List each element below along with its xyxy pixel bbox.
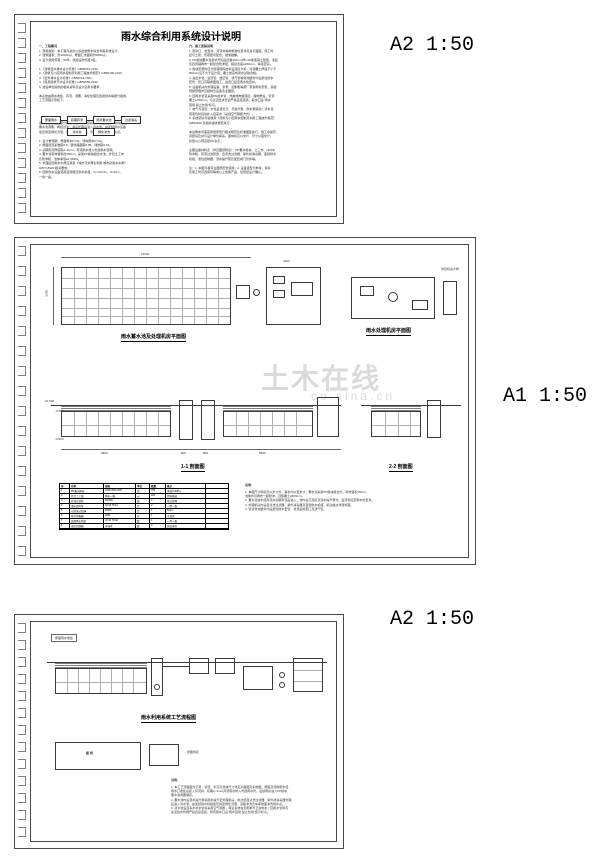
label-sheet1: A2 1:50 xyxy=(390,34,474,57)
section-pool-l xyxy=(61,411,171,437)
s3-notes: 1. 本工艺流程图为示意，管径、标高及具体尺寸详见平面图及系统图。屋面及场地雨水… xyxy=(171,785,331,814)
label-sheet2: A1 1:50 xyxy=(503,385,587,408)
s3-filter xyxy=(189,658,209,674)
s1-col1: 一、工程概况 1. 建筑类别：本工程为某办公综合楼雨水综合利用系统设计。2. 建… xyxy=(39,44,179,179)
dim-left xyxy=(53,267,54,325)
s3-clear xyxy=(243,666,273,690)
sec-dim-1: 6800 xyxy=(101,451,108,455)
sec-well-2 xyxy=(201,400,215,440)
ground-level: ±0.000 xyxy=(45,399,54,403)
room-label: 详见机房大样 xyxy=(441,267,459,271)
flow-b2: 初期弃流 xyxy=(67,116,87,124)
s2-note-head: 说明： xyxy=(245,483,254,487)
soil-l xyxy=(61,405,171,411)
sec-dim xyxy=(61,449,341,450)
flow-b6: 绿化冲洗 xyxy=(93,128,115,136)
dim-length: 14000 xyxy=(141,252,149,256)
pool-plan xyxy=(61,267,231,325)
sec-dim-2: 800 xyxy=(181,451,186,455)
section-pool-r xyxy=(223,411,313,437)
section2-well xyxy=(427,400,441,438)
dim-width: 5000 xyxy=(44,290,48,297)
pump-room-title: 雨水处理机房平面图 xyxy=(366,327,411,336)
label-sheet3: A2 1:50 xyxy=(390,608,474,631)
flow-b4: 过滤消毒 xyxy=(121,116,141,124)
binding-strip-2 xyxy=(18,241,26,561)
sheet-3-frame: 屋面雨水收集 雨水利用系统工艺流程图 xyxy=(14,614,344,849)
binding-strip-3 xyxy=(18,618,26,845)
depth-label: -3.500 xyxy=(55,437,64,441)
sec-dim-3: 800 xyxy=(203,451,208,455)
sheet-2-inner: 14000 4200 5000 雨水蓄水池及处理机房平面图 xyxy=(30,244,469,558)
s3-note-head: 说明： xyxy=(171,778,180,782)
s1-c2-body: 1. 雨水口、检查井、弃流井等构筑物位置详见总平面图，施工时 应与土建、景观密切… xyxy=(189,49,329,175)
s1-col2: 六、施工安装说明 1. 雨水口、检查井、弃流井等构筑物位置详见总平面图，施工时 … xyxy=(189,44,329,175)
plan-title: 雨水蓄水池及处理机房平面图 xyxy=(121,333,186,342)
section1-title: 1-1 剖面图 xyxy=(181,463,205,472)
pump-1 xyxy=(253,289,260,296)
soil-2 xyxy=(371,405,421,411)
sheet-1-frame: 雨水综合利用系统设计说明 一、工程概况 1. 建筑类别：本工程为某办公综合楼雨水… xyxy=(14,14,344,224)
pump-room-side xyxy=(443,281,457,315)
s3-pipe1 xyxy=(163,666,189,667)
sheet1-title: 雨水综合利用系统设计说明 xyxy=(121,28,241,43)
legend-title: 图 例 xyxy=(86,751,93,755)
section2-title: 2-2 剖面图 xyxy=(389,463,413,472)
s3-pump xyxy=(154,684,160,690)
legend-arrow: → 详图例表 xyxy=(183,750,199,754)
legend-frame: 图 例 xyxy=(55,742,141,770)
equipment-table: 序名称规格单位数量备注1PP蓄水模块1000×500×400组750承载0.4M… xyxy=(59,483,229,530)
section2-pool xyxy=(371,411,421,437)
sheet-2-frame: 14000 4200 5000 雨水蓄水池及处理机房平面图 xyxy=(14,237,476,565)
sheet-1-inner: 雨水综合利用系统设计说明 一、工程概况 1. 建筑类别：本工程为某办公综合楼雨水… xyxy=(30,21,337,217)
s3-out xyxy=(293,658,323,692)
pump-room-detail xyxy=(351,277,435,319)
s3-leader: 屋面雨水收集 xyxy=(51,634,77,642)
s1-c1-body: 1. 建筑类别：本工程为某办公综合楼雨水综合利用系统设计。2. 建筑面积：约12… xyxy=(39,49,179,180)
s2-notes: 1. 本图尺寸除标高以米计外，其余均以毫米计；蓄水池采用PP模块组合式，有效容积… xyxy=(245,490,460,511)
s3-supply1 xyxy=(279,672,285,678)
sheet-3-inner: 屋面雨水收集 雨水利用系统工艺流程图 xyxy=(30,621,337,842)
pump-room xyxy=(266,267,321,325)
sec-dim-4: 5600 xyxy=(259,451,266,455)
binding-strip-1 xyxy=(18,18,26,220)
watermark-main: 土木在线 xyxy=(261,357,381,397)
legend-detail xyxy=(149,744,179,766)
s3-supply2 xyxy=(279,682,285,688)
flow-b3: 雨水蓄水池 xyxy=(93,116,115,124)
flow-b5: 清水池 xyxy=(67,128,87,136)
sec-room xyxy=(317,397,339,437)
soil-r xyxy=(223,405,313,411)
top-label: -0.500 xyxy=(55,409,64,413)
dim-top xyxy=(61,257,251,258)
sec-well-1 xyxy=(179,400,193,440)
s3-flow-title: 雨水利用系统工艺流程图 xyxy=(141,714,196,723)
s3-uv xyxy=(215,658,235,674)
room-dim-w: 4200 xyxy=(283,259,290,263)
s3-well xyxy=(151,658,163,696)
s3-soil xyxy=(55,662,147,668)
s3-pool xyxy=(55,668,147,694)
flow-b1: 屋面雨水 xyxy=(41,116,61,124)
well-1 xyxy=(236,285,250,299)
